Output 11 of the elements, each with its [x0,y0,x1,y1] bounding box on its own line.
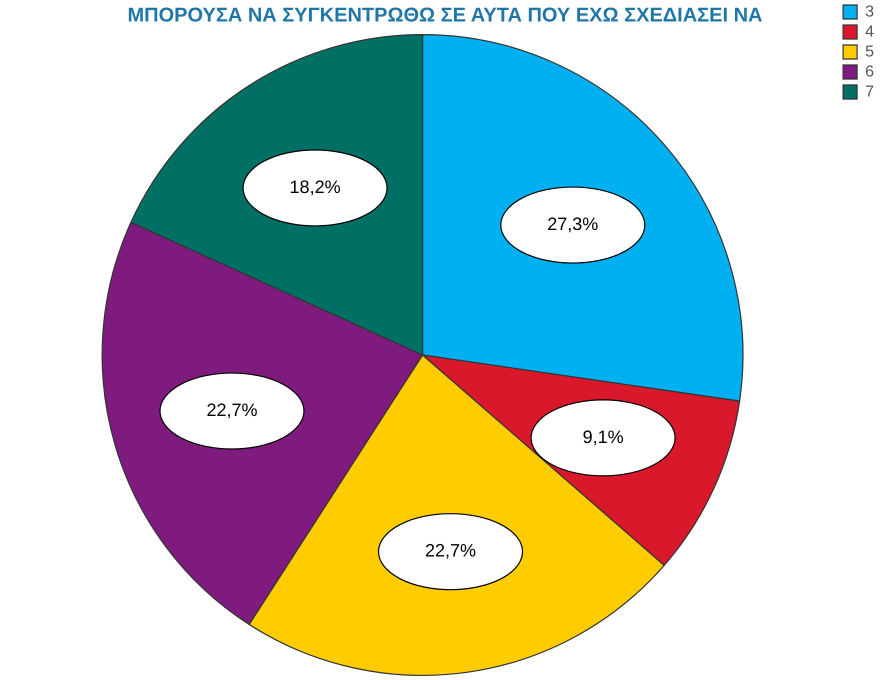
data-label: 9,1% [582,426,624,447]
legend-label: 3 [865,3,874,20]
data-label: 18,2% [290,176,341,197]
data-label: 22,7% [206,400,258,420]
legend-label: 6 [865,63,874,80]
legend-label: 7 [865,83,874,100]
legend-label: 4 [865,23,874,40]
data-label: 27,3% [547,214,598,234]
chart-title: ΜΠΟΡΟΥΣΑ ΝΑ ΣΥΓΚΕΝΤΡΩΘΩ ΣΕ ΑΥΤΑ ΠΟΥ ΕΧΩ ΣΧΕΔΙΑΣΕΙ ΝΑ [128,4,762,27]
data-label: 22,7% [425,540,476,561]
legend-label: 5 [865,43,874,60]
